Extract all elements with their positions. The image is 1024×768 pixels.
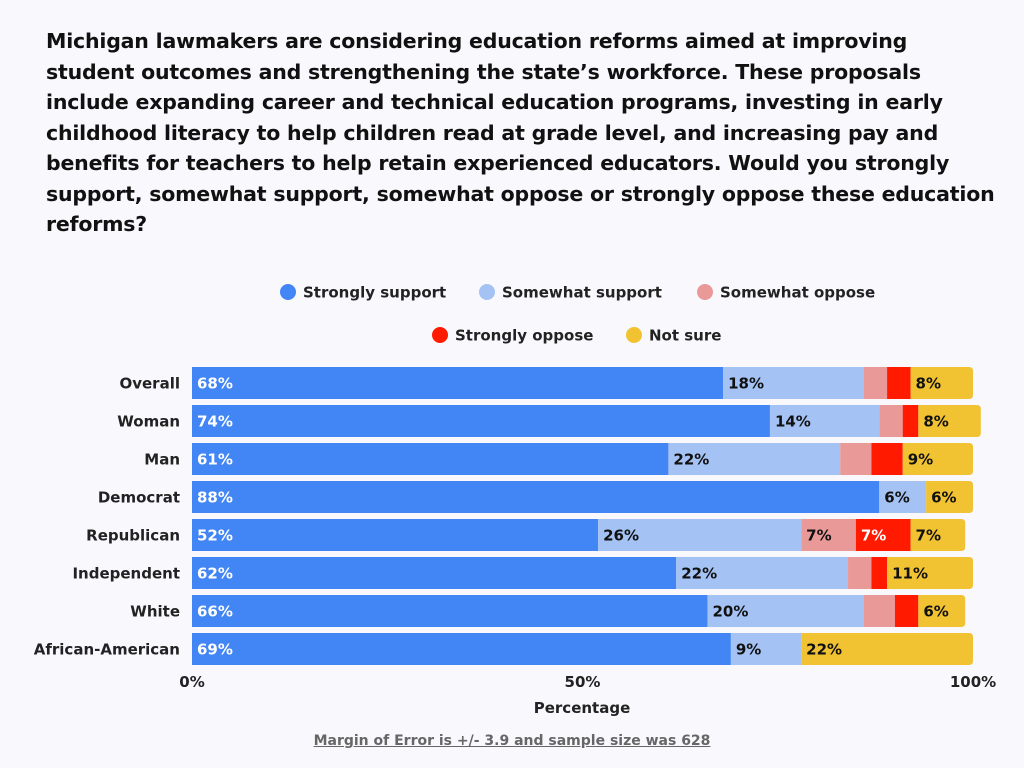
bar-segment	[801, 519, 856, 551]
bar-segment	[918, 405, 981, 437]
bar-segment	[668, 443, 841, 475]
legend-marker-0	[280, 284, 296, 300]
legend-label-1: Somewhat support	[502, 284, 662, 302]
data-label: 7%	[806, 527, 831, 545]
data-label: 8%	[923, 413, 948, 431]
data-label: 20%	[712, 603, 748, 621]
legend-marker-1	[479, 284, 495, 300]
data-label: 74%	[197, 413, 233, 431]
data-label: 69%	[197, 641, 233, 659]
bar-segment	[192, 367, 724, 399]
bar-segment	[910, 519, 966, 551]
bar-segment	[887, 367, 911, 399]
bar-segment	[723, 367, 864, 399]
data-label: 11%	[892, 565, 928, 583]
legend-label-0: Strongly support	[303, 284, 446, 302]
legend-marker-3	[432, 327, 448, 343]
data-label: 52%	[197, 527, 233, 545]
bar-segment	[855, 519, 911, 551]
x-tick-label: 0%	[179, 673, 204, 691]
legend-label-2: Somewhat oppose	[720, 284, 875, 302]
data-label: 22%	[681, 565, 717, 583]
bar-segment	[910, 367, 973, 399]
category-label: Woman	[117, 413, 180, 431]
margin-of-error-note[interactable]: Margin of Error is +/- 3.9 and sample si…	[313, 733, 711, 749]
category-label: White	[130, 603, 180, 621]
legend-label-3: Strongly oppose	[455, 327, 593, 345]
legend-label-4: Not sure	[649, 327, 721, 345]
data-label: 14%	[775, 413, 811, 431]
category-label: African-American	[34, 641, 180, 659]
bar-segment	[730, 633, 802, 665]
data-label: 88%	[197, 489, 233, 507]
data-label: 6%	[923, 603, 948, 621]
data-label: 7%	[861, 527, 886, 545]
bar-segment	[840, 443, 872, 475]
data-label: 8%	[916, 375, 941, 393]
data-label: 61%	[197, 451, 233, 469]
bar-segment	[902, 405, 919, 437]
bar-segment	[192, 557, 677, 589]
bar-segment	[676, 557, 849, 589]
data-label: 22%	[673, 451, 709, 469]
bar-segment	[192, 405, 770, 437]
data-label: 6%	[884, 489, 909, 507]
bar-segment	[707, 595, 864, 627]
bar-segment	[863, 367, 888, 399]
bar-segment	[192, 595, 708, 627]
bar-segment	[848, 557, 872, 589]
bar-segment	[902, 443, 973, 475]
bar-segment	[887, 557, 973, 589]
data-label: 68%	[197, 375, 233, 393]
legend-marker-2	[697, 284, 713, 300]
bar-segment	[871, 557, 888, 589]
x-tick-label: 50%	[565, 673, 601, 691]
legend-marker-4	[626, 327, 642, 343]
data-label: 18%	[728, 375, 764, 393]
bar-segment	[192, 633, 731, 665]
bar-segment	[192, 443, 669, 475]
x-axis-title: Percentage	[534, 699, 631, 717]
data-label: 9%	[736, 641, 761, 659]
bar-segment	[598, 519, 802, 551]
bar-segment	[192, 519, 599, 551]
bar-segment	[863, 595, 895, 627]
category-label: Republican	[86, 527, 180, 545]
chart-title: Michigan lawmakers are considering educa…	[46, 29, 995, 236]
bar-segment	[769, 405, 880, 437]
bar-segment	[871, 443, 903, 475]
data-label: 26%	[603, 527, 639, 545]
bar-segment	[918, 595, 966, 627]
bar-segment	[926, 481, 973, 513]
data-label: 22%	[806, 641, 842, 659]
category-label: Independent	[72, 565, 180, 583]
category-label: Democrat	[98, 489, 180, 507]
bar-segment	[894, 595, 919, 627]
bar-segment	[801, 633, 973, 665]
data-label: 9%	[908, 451, 933, 469]
bar-segment	[879, 481, 927, 513]
data-label: 66%	[197, 603, 233, 621]
bar-segment	[879, 405, 903, 437]
category-label: Overall	[119, 375, 180, 393]
data-label: 6%	[931, 489, 956, 507]
data-label: 7%	[916, 527, 941, 545]
bar-segment	[192, 481, 880, 513]
x-tick-label: 100%	[950, 673, 996, 691]
category-label: Man	[144, 451, 180, 469]
data-label: 62%	[197, 565, 233, 583]
